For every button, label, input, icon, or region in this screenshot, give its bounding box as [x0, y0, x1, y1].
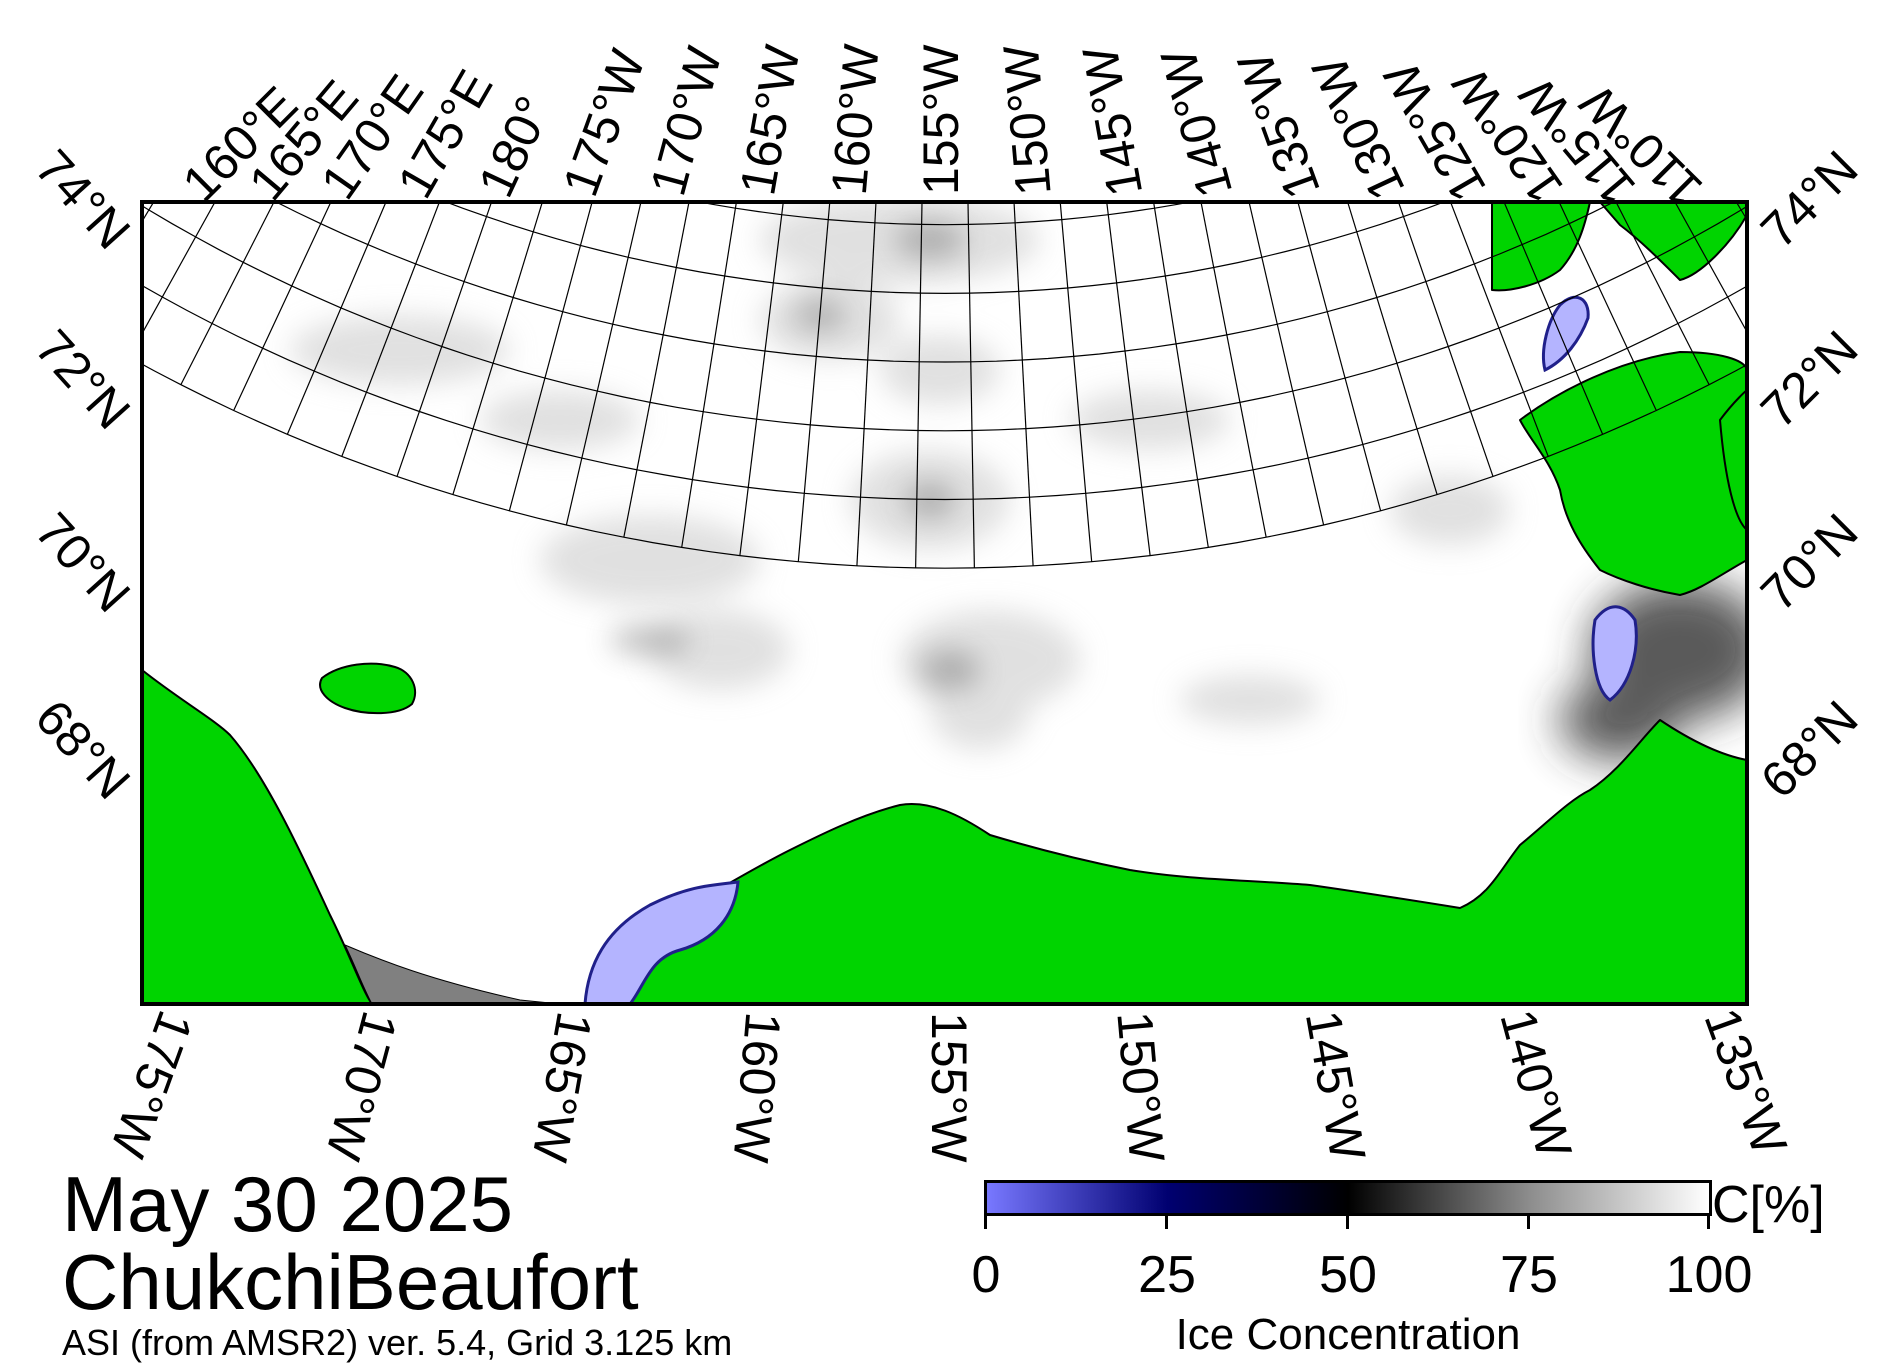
lat-label-right: 70°N: [1750, 503, 1869, 622]
meridian-line: [1674, 202, 1747, 334]
colorbar-tick-label-25: 25: [1138, 1246, 1196, 1304]
land-masses: [142, 202, 1747, 1004]
lon-label-bottom: 170°W: [315, 1006, 408, 1167]
meridian-line: [396, 202, 493, 477]
lon-label-top: 160°W: [821, 41, 890, 197]
latitude-line: [144, 0, 1747, 19]
meridian-line: [341, 202, 441, 457]
meridian-line: [915, 202, 923, 568]
meridian-line: [1347, 202, 1438, 495]
meridian-line: [180, 202, 275, 385]
lon-label-top: 145°W: [1072, 42, 1153, 201]
colorbar-tick: [1346, 1213, 1349, 1229]
colorbar-tick-label-50: 50: [1319, 1246, 1377, 1304]
meridian-line: [565, 202, 642, 526]
meridian-line: [1601, 0, 1890, 116]
meridian-line: [1106, 202, 1151, 556]
colorbar-tick: [1527, 1213, 1530, 1229]
latitude-line: [444, 202, 1446, 295]
land-chukotka: [142, 669, 373, 1004]
lon-label-top: 155°W: [913, 44, 969, 195]
meridian-line: [1200, 202, 1267, 538]
lon-label-bottom: 140°W: [1489, 1004, 1582, 1165]
meridian-line: [142, 202, 216, 335]
latitude-line: [696, 202, 1194, 226]
land-prince-patrick: [1599, 202, 1747, 281]
meridian-line: [967, 202, 975, 568]
region-name: ChukchiBeaufort: [62, 1238, 639, 1326]
meridian-line: [623, 202, 690, 538]
lat-label-right: 72°N: [1750, 320, 1869, 439]
lat-label-right: 68°N: [1750, 690, 1869, 809]
meridian-line: [739, 202, 784, 556]
lon-label-bottom: 175°W: [99, 1004, 203, 1165]
latitude-line: [142, 284, 1747, 501]
meridian-line: [0, 0, 265, 75]
colorbar-tick-label-100: 100: [1665, 1246, 1753, 1304]
amundsen-gulf-ice: [1591, 605, 1638, 702]
land-canadian-archipelago-north: [1491, 202, 1591, 292]
colorbar-tick-label-75: 75: [1500, 1246, 1558, 1304]
lon-label-top: 165°W: [729, 40, 810, 199]
meridian-line: [1013, 202, 1034, 566]
lon-label-bottom: 135°W: [1694, 1001, 1798, 1162]
lat-label-left: 70°N: [25, 502, 141, 622]
land-alaska-north-slope: [617, 719, 1747, 1004]
meridian-line: [1615, 202, 1710, 385]
latitude-line: [142, 205, 1747, 432]
colorbar-tick: [984, 1213, 987, 1229]
colorbar-unit: C[%]: [1712, 1176, 1825, 1234]
lon-label-bottom: 150°W: [1106, 1009, 1175, 1165]
lat-label-left: 74°N: [25, 139, 141, 259]
meridian-line: [681, 202, 738, 548]
colorbar-tick-label-0: 0: [971, 1246, 1001, 1304]
colorbar-tick: [1707, 1213, 1710, 1229]
latitude-line: [142, 363, 1747, 569]
landfast-ice: [583, 295, 1638, 1004]
data-source-note: ASI (from AMSR2) ver. 5.4, Grid 3.125 km: [62, 1322, 733, 1363]
meridian-line: [1558, 202, 1657, 411]
colorbar-tick: [1165, 1213, 1168, 1229]
meridian-line: [1397, 202, 1494, 477]
lon-label-top: 150°W: [993, 42, 1062, 198]
latitude-line: [274, 202, 1616, 363]
lon-label-bottom: 165°W: [521, 1008, 602, 1167]
lon-label-bottom: 160°W: [722, 1010, 791, 1166]
kotzebue-sound-ice: [583, 880, 740, 1004]
meridian-line: [233, 202, 332, 411]
lon-label-bottom: 145°W: [1295, 1006, 1376, 1165]
meridian-line: [1625, 0, 1890, 75]
lat-label-left: 72°N: [25, 319, 141, 439]
meridian-line: [1297, 202, 1382, 511]
land-wrangel-island: [319, 662, 417, 715]
meridian-line: [286, 202, 387, 435]
meridian-line: [1449, 202, 1549, 457]
colorbar-title: Ice Concentration: [1175, 1310, 1521, 1359]
lat-label-left: 68°N: [25, 689, 141, 809]
meridian-line: [1248, 202, 1325, 526]
missing-data-area: [343, 944, 561, 1004]
land-banks-island: [1519, 351, 1747, 596]
map-frame: [140, 200, 1749, 1006]
meridian-line: [452, 202, 543, 495]
meridian-line: [856, 202, 877, 566]
map-date: May 30 2025: [62, 1160, 513, 1248]
meridian-line: [1152, 202, 1209, 548]
meridian-line: [508, 202, 593, 511]
meridian-line: [1503, 202, 1604, 435]
mcclure-strait-ice: [1541, 295, 1590, 373]
colorbar: [984, 1180, 1712, 1216]
lon-label-bottom: 155°W: [921, 1012, 977, 1163]
lat-label-right: 74°N: [1750, 140, 1869, 259]
